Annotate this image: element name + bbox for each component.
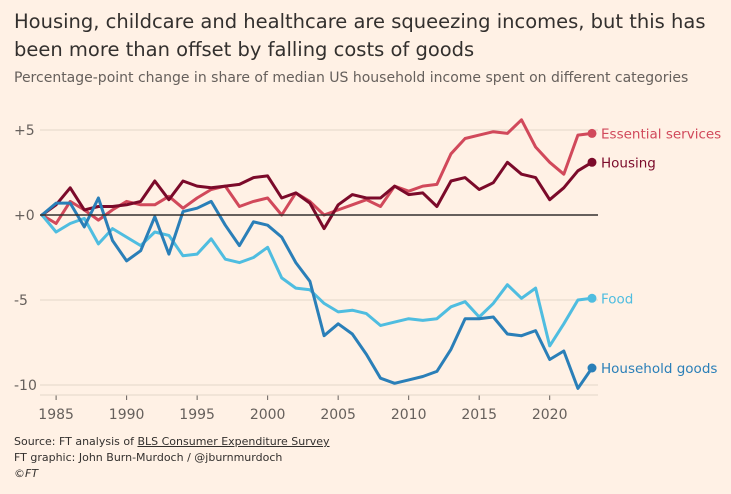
- x-tick-label: 2015: [461, 407, 497, 423]
- x-tick-label: 2020: [532, 407, 568, 423]
- x-tick-label: 2010: [391, 407, 427, 423]
- x-tick-label: 1995: [179, 407, 215, 423]
- series-label: Food: [601, 291, 633, 307]
- series-end-dot: [587, 293, 597, 303]
- x-tick-label: 2000: [250, 407, 286, 423]
- series-end-dot: [587, 157, 597, 167]
- y-tick-label: +0: [14, 208, 35, 224]
- series-end-dot: [587, 128, 597, 138]
- x-tick-label: 2005: [320, 407, 356, 423]
- series-end-dot: [587, 363, 597, 373]
- source-prefix: Source: FT analysis of: [14, 435, 138, 448]
- source-link[interactable]: BLS Consumer Expenditure Survey: [137, 435, 330, 448]
- y-tick-label: -10: [14, 378, 37, 394]
- series-label: Housing: [601, 155, 656, 171]
- source-note: Source: FT analysis of BLS Consumer Expe…: [14, 434, 330, 450]
- series-line: [40, 196, 594, 390]
- chart-footer: Source: FT analysis of BLS Consumer Expe…: [14, 434, 330, 482]
- graphic-credit: FT graphic: John Burn-Murdoch / @jburnmu…: [14, 451, 283, 464]
- chart-title: Housing, childcare and healthcare are sq…: [14, 10, 706, 61]
- ft-copyright: ©FT: [14, 467, 39, 480]
- y-tick-label: +5: [14, 123, 35, 139]
- chart-subtitle: Percentage-point change in share of medi…: [14, 70, 689, 86]
- x-tick-label: 1985: [38, 407, 74, 423]
- y-tick-label: -5: [14, 293, 28, 309]
- series-label: Household goods: [601, 361, 717, 377]
- series-line: [40, 213, 594, 348]
- series-label: Essential services: [601, 126, 721, 142]
- series-line: [40, 160, 594, 231]
- x-tick-label: 1990: [109, 407, 145, 423]
- series-line: [40, 118, 594, 225]
